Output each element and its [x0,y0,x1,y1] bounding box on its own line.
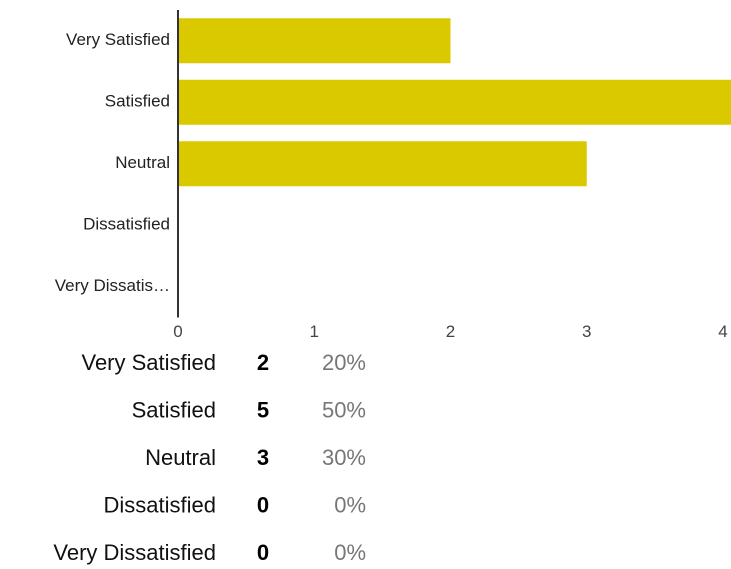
bar [178,18,451,64]
row-count: 2 [257,350,269,375]
bars [178,18,731,187]
row-percent: 50% [322,397,366,422]
row-percent: 0% [334,492,366,517]
row-label: Satisfied [132,397,216,422]
category-label: Very Satisfied [66,30,170,49]
bar [178,141,587,187]
row-label: Very Satisfied [81,350,216,375]
row-count: 0 [257,492,269,517]
row-percent: 30% [322,445,366,470]
bar [178,79,731,125]
row-label: Dissatisfied [104,492,216,517]
category-label: Dissatisfied [83,215,170,234]
x-tick-label: 1 [310,322,319,341]
x-tick-label: 2 [446,322,455,341]
x-tick-label: 4 [718,322,727,341]
category-label: Satisfied [105,92,170,111]
category-label: Very Dissatis… [55,276,170,295]
row-percent: 0% [334,540,366,565]
row-count: 0 [257,540,269,565]
row-label: Very Dissatisfied [53,540,216,565]
x-tick-label: 0 [173,322,182,341]
row-percent: 20% [322,350,366,375]
row-count: 3 [257,445,269,470]
row-count: 5 [257,397,269,422]
row-label: Neutral [145,445,216,470]
x-tick-label: 3 [582,322,591,341]
category-label: Neutral [115,153,170,172]
